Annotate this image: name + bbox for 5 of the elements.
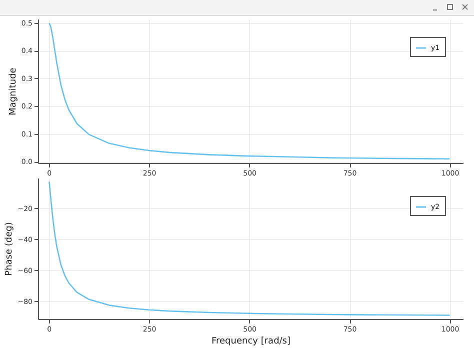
line-series — [48, 22, 450, 160]
y-axis-title: Magnitude — [8, 67, 18, 116]
y-axis-title: Phase (deg) — [4, 222, 15, 276]
x-axis-title: Frequency [rad/s] — [211, 336, 291, 346]
line-series — [48, 181, 450, 316]
